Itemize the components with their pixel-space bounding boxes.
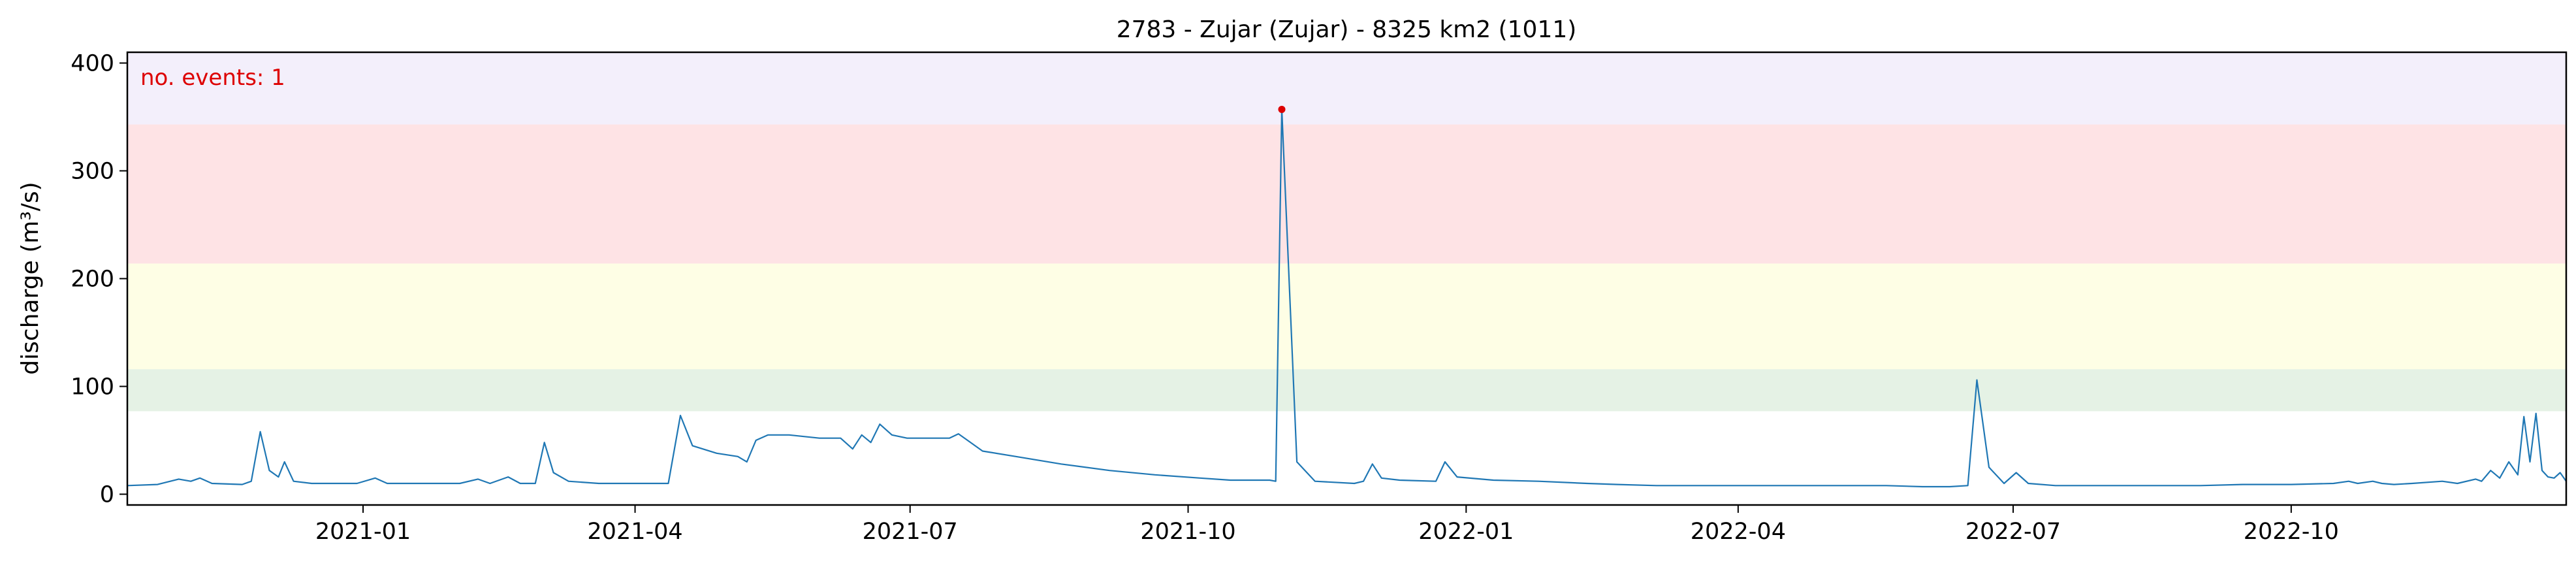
x-tick-label: 2021-01 [315,519,411,545]
event-marker [1278,105,1286,113]
y-tick-label: 200 [71,267,114,293]
threshold-band-3 [127,124,2566,264]
x-tick-label: 2021-10 [1140,519,1235,545]
y-tick-label: 300 [71,159,114,185]
series-line-1 [127,108,2567,488]
event-marker-layer [1278,105,1286,113]
chart-title: 2783 - Zujar (Zujar) - 8325 km2 (1011) [1117,16,1577,43]
y-tick-label: 100 [71,374,114,400]
y-tick-label: 0 [100,482,114,508]
y-tick-label: 400 [71,51,114,77]
series-layer [127,108,2567,488]
x-tick-label: 2022-10 [2244,519,2339,545]
x-tick-label: 2021-07 [863,519,958,545]
x-axis: 2021-01 2021-04 2021-07 2021-10 2022-01 2022-… [315,505,2339,545]
x-tick-label: 2022-04 [1691,519,1786,545]
event-count-annotation: no. events: 1 [140,65,285,91]
x-tick-label: 2021-04 [587,519,682,545]
threshold-band-4 [127,52,2566,125]
threshold-bands [127,52,2566,412]
y-axis-label: discharge (m³/s) [17,182,44,374]
threshold-band-1 [127,369,2566,412]
y-axis: 0 100 200 300 400 [71,51,127,508]
threshold-band-2 [127,263,2566,370]
x-tick-label: 2022-01 [1418,519,1514,545]
x-tick-label: 2022-07 [1965,519,2061,545]
